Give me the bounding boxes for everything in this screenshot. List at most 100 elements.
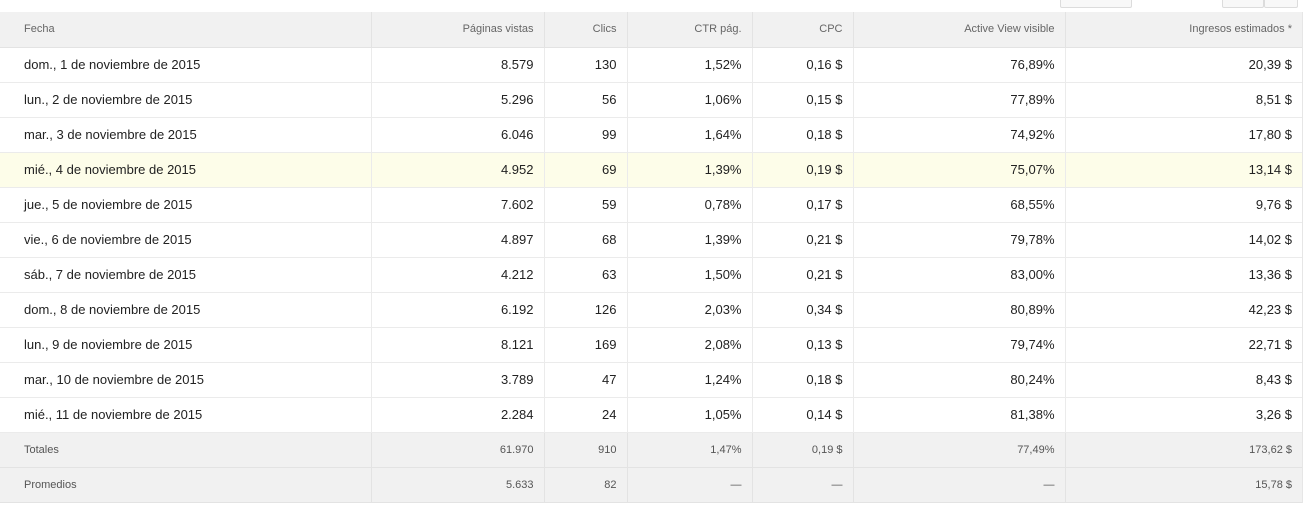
cell-cpc: 0,18 $ (752, 117, 854, 153)
cell-revenue: 13,36 $ (1065, 257, 1302, 293)
cell-pageviews: 7.602 (371, 187, 545, 223)
table-row: mar., 10 de noviembre de 2015 3.789 47 1… (0, 362, 1302, 398)
cell-revenue: 20,39 $ (1065, 47, 1302, 83)
table-row: lun., 2 de noviembre de 2015 5.296 56 1,… (0, 82, 1302, 118)
cell-revenue: 9,76 $ (1065, 187, 1302, 223)
totals-ctr: 1,47% (627, 431, 753, 468)
cell-date: mar., 3 de noviembre de 2015 (0, 117, 372, 153)
cell-revenue: 17,80 $ (1065, 117, 1302, 153)
cell-ctr: 1,24% (627, 362, 753, 398)
table-row: vie., 6 de noviembre de 2015 4.897 68 1,… (0, 222, 1302, 258)
cell-pageviews: 6.046 (371, 117, 545, 153)
cell-ctr: 1,50% (627, 257, 753, 293)
cell-pageviews: 8.579 (371, 47, 545, 83)
table-header-row: Fecha Páginas vistas Clics CTR pág. CPC … (0, 12, 1302, 48)
toolbar-button[interactable] (1060, 0, 1132, 8)
cell-revenue: 14,02 $ (1065, 222, 1302, 258)
cell-date: jue., 5 de noviembre de 2015 (0, 187, 372, 223)
cell-cpc: 0,19 $ (752, 152, 854, 188)
cell-pageviews: 2.284 (371, 397, 545, 433)
cell-revenue: 8,43 $ (1065, 362, 1302, 398)
table-row: sáb., 7 de noviembre de 2015 4.212 63 1,… (0, 257, 1302, 293)
cell-active-view: 80,24% (853, 362, 1066, 398)
top-toolbar (0, 0, 1316, 12)
cell-date: lun., 2 de noviembre de 2015 (0, 82, 372, 118)
totals-label: Totales (0, 431, 372, 468)
cell-date: mié., 4 de noviembre de 2015 (0, 152, 372, 188)
cell-revenue: 42,23 $ (1065, 292, 1302, 328)
cell-clicks: 69 (544, 152, 628, 188)
cell-pageviews: 4.212 (371, 257, 545, 293)
cell-cpc: 0,13 $ (752, 327, 854, 363)
cell-clicks: 63 (544, 257, 628, 293)
cell-active-view: 81,38% (853, 397, 1066, 433)
cell-clicks: 169 (544, 327, 628, 363)
cell-clicks: 59 (544, 187, 628, 223)
totals-cpc: 0,19 $ (752, 431, 854, 468)
cell-cpc: 0,21 $ (752, 257, 854, 293)
cell-ctr: 1,06% (627, 82, 753, 118)
column-header-date[interactable]: Fecha (0, 12, 372, 48)
right-scroll-gutter (1302, 12, 1316, 503)
cell-ctr: 2,08% (627, 327, 753, 363)
cell-cpc: 0,14 $ (752, 397, 854, 433)
cell-ctr: 1,05% (627, 397, 753, 433)
cell-pageviews: 5.296 (371, 82, 545, 118)
table-row: mar., 3 de noviembre de 2015 6.046 99 1,… (0, 117, 1302, 153)
table-row: dom., 8 de noviembre de 2015 6.192 126 2… (0, 292, 1302, 328)
toolbar-button[interactable] (1222, 0, 1264, 8)
cell-active-view: 80,89% (853, 292, 1066, 328)
cell-pageviews: 6.192 (371, 292, 545, 328)
table-row: jue., 5 de noviembre de 2015 7.602 59 0,… (0, 187, 1302, 223)
totals-row: Totales 61.970 910 1,47% 0,19 $ 77,49% 1… (0, 431, 1302, 468)
table-row: dom., 1 de noviembre de 2015 8.579 130 1… (0, 47, 1302, 83)
totals-pageviews: 61.970 (371, 431, 545, 468)
cell-ctr: 1,64% (627, 117, 753, 153)
cell-active-view: 68,55% (853, 187, 1066, 223)
cell-date: mar., 10 de noviembre de 2015 (0, 362, 372, 398)
averages-cpc: — (752, 466, 854, 503)
column-header-ctr[interactable]: CTR pág. (627, 12, 753, 48)
cell-clicks: 130 (544, 47, 628, 83)
cell-active-view: 75,07% (853, 152, 1066, 188)
cell-active-view: 79,74% (853, 327, 1066, 363)
cell-clicks: 68 (544, 222, 628, 258)
cell-revenue: 8,51 $ (1065, 82, 1302, 118)
column-header-pageviews[interactable]: Páginas vistas (371, 12, 545, 48)
cell-clicks: 126 (544, 292, 628, 328)
cell-revenue: 22,71 $ (1065, 327, 1302, 363)
averages-label: Promedios (0, 466, 372, 503)
cell-clicks: 24 (544, 397, 628, 433)
cell-cpc: 0,18 $ (752, 362, 854, 398)
table-row-highlighted: mié., 4 de noviembre de 2015 4.952 69 1,… (0, 152, 1302, 188)
column-header-clicks[interactable]: Clics (544, 12, 628, 48)
cell-clicks: 47 (544, 362, 628, 398)
cell-active-view: 74,92% (853, 117, 1066, 153)
cell-pageviews: 8.121 (371, 327, 545, 363)
column-header-active-view[interactable]: Active View visible (853, 12, 1066, 48)
toolbar-button[interactable] (1264, 0, 1298, 8)
cell-pageviews: 4.952 (371, 152, 545, 188)
column-header-cpc[interactable]: CPC (752, 12, 854, 48)
totals-clicks: 910 (544, 431, 628, 468)
cell-active-view: 77,89% (853, 82, 1066, 118)
column-header-revenue[interactable]: Ingresos estimados * (1065, 12, 1302, 48)
cell-cpc: 0,15 $ (752, 82, 854, 118)
cell-active-view: 83,00% (853, 257, 1066, 293)
cell-clicks: 56 (544, 82, 628, 118)
cell-cpc: 0,21 $ (752, 222, 854, 258)
report-table: Fecha Páginas vistas Clics CTR pág. CPC … (0, 12, 1302, 503)
averages-pageviews: 5.633 (371, 466, 545, 503)
cell-active-view: 79,78% (853, 222, 1066, 258)
averages-row: Promedios 5.633 82 — — — 15,78 $ (0, 466, 1302, 503)
cell-date: lun., 9 de noviembre de 2015 (0, 327, 372, 363)
cell-pageviews: 3.789 (371, 362, 545, 398)
averages-active-view: — (853, 466, 1066, 503)
cell-revenue: 3,26 $ (1065, 397, 1302, 433)
totals-active-view: 77,49% (853, 431, 1066, 468)
cell-cpc: 0,16 $ (752, 47, 854, 83)
table-row: mié., 11 de noviembre de 2015 2.284 24 1… (0, 397, 1302, 433)
totals-revenue: 173,62 $ (1065, 431, 1302, 468)
cell-ctr: 1,39% (627, 152, 753, 188)
averages-revenue: 15,78 $ (1065, 466, 1302, 503)
